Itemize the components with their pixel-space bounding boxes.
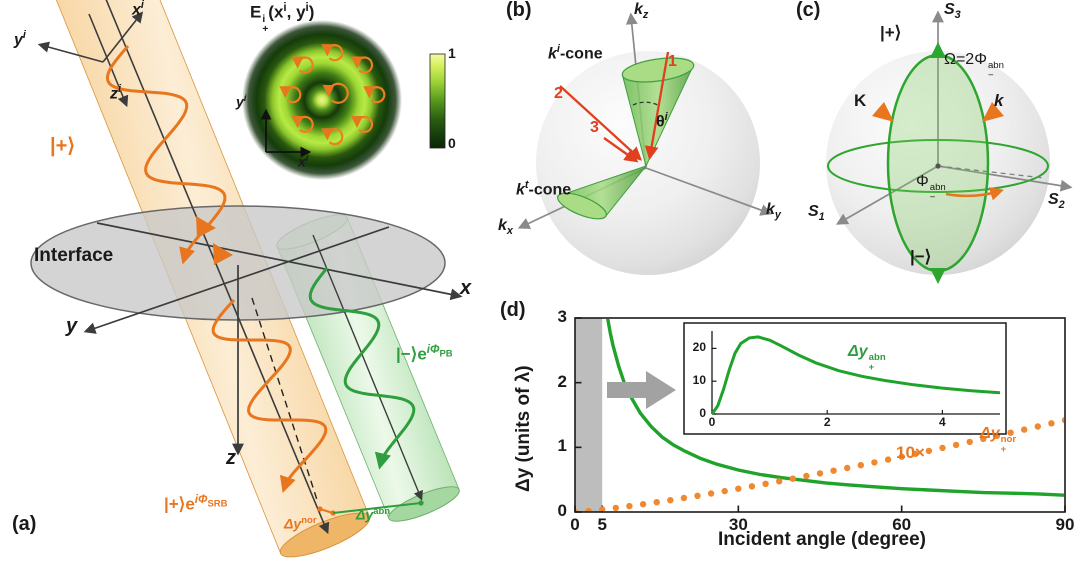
- spin-arrow-2: [213, 243, 233, 265]
- data-dot: [871, 459, 878, 466]
- dy-abn-dot: [418, 500, 424, 506]
- x-axis-arrow: [96, 222, 463, 301]
- circular-arrow: [291, 115, 314, 133]
- data-dot: [576, 508, 579, 511]
- data-dot: [857, 462, 864, 469]
- k-marker: [982, 102, 1004, 122]
- dy-nor-dot-1: [317, 506, 323, 512]
- circular-arrow: [363, 86, 386, 104]
- equator-rotation-arrow: [945, 187, 1004, 201]
- data-dot: [1034, 423, 1042, 430]
- panel-b-graphics: [517, 12, 773, 275]
- abn-shift-curve: [606, 319, 1064, 497]
- circular-arrow: [350, 115, 374, 133]
- panel-c-graphics: [826, 10, 1073, 284]
- data-dot: [599, 506, 606, 511]
- data-dot: [816, 470, 824, 477]
- data-dot: [707, 490, 715, 497]
- equator-circle: [827, 139, 1049, 193]
- data-dot: [694, 492, 701, 499]
- spin-arrow-1: [196, 216, 216, 238]
- data-dot: [748, 483, 756, 490]
- data-dot: [612, 504, 619, 511]
- data-dot: [980, 435, 987, 443]
- data-dot: [952, 441, 960, 449]
- kt-cone-base: [557, 192, 607, 220]
- data-dot: [1007, 429, 1014, 436]
- data-dot: [776, 478, 783, 485]
- yi-axis-arrow: [37, 41, 104, 63]
- circular-arrow: [322, 82, 349, 104]
- s1-axis: [835, 165, 939, 225]
- plot-frame: [574, 317, 1066, 513]
- k-arrow-2: [559, 85, 643, 161]
- data-dot: [803, 472, 810, 480]
- data-dot: [667, 497, 674, 504]
- data-dot: [1048, 420, 1055, 427]
- data-dot: [585, 507, 592, 511]
- K-marker: [872, 102, 894, 122]
- data-dot: [1061, 417, 1064, 424]
- data-dot: [925, 447, 933, 455]
- green-helix: [308, 267, 416, 470]
- k-arrow-3: [603, 137, 639, 163]
- dy-abn-segment: [332, 502, 422, 514]
- ki-cone-base: [621, 57, 695, 83]
- plus-pole-marker: [930, 42, 946, 58]
- circular-arrow: [350, 56, 374, 74]
- incident-helix: [105, 45, 227, 265]
- circular-arrow: [321, 128, 344, 146]
- circular-arrow: [321, 44, 344, 62]
- ky-axis: [645, 167, 773, 216]
- data-dot: [626, 502, 633, 510]
- nor-shift-dotted-curve: [576, 417, 1064, 511]
- data-dot: [653, 499, 660, 506]
- shaded-angle-band: [575, 318, 603, 512]
- data-dot: [762, 480, 769, 487]
- circular-polarization-arrows: [279, 44, 386, 146]
- data-dot: [680, 494, 688, 502]
- data-dot: [898, 453, 905, 460]
- panel-a-graphics: [30, 0, 463, 558]
- data-dot: [1020, 426, 1028, 433]
- s2-axis: [937, 165, 1073, 192]
- circular-arrow: [291, 56, 314, 74]
- data-dot: [844, 464, 851, 472]
- circular-arrow: [279, 86, 302, 104]
- panel-d-graphics: [574, 317, 1066, 513]
- data-dot: [735, 485, 742, 492]
- inset-box: [683, 322, 1007, 435]
- incident-beam-axis: [105, 0, 330, 535]
- polarization-loop: [886, 53, 990, 273]
- minus-pole-marker: [930, 268, 946, 284]
- field-intensity-glow: [242, 20, 402, 180]
- zoom-arrow: [607, 371, 676, 409]
- data-dot: [966, 438, 973, 446]
- k-sphere: [536, 51, 760, 275]
- sphere-center-dot: [935, 163, 941, 169]
- xi-axis-arrow: [102, 11, 144, 63]
- data-dot: [721, 487, 728, 495]
- data-dot: [639, 501, 647, 508]
- inset-abn-curve: [710, 335, 1001, 415]
- data-dot: [912, 450, 919, 457]
- refracted-helix: [211, 298, 328, 494]
- data-dot: [884, 456, 892, 463]
- data-dot: [789, 475, 796, 482]
- colorbar: [429, 53, 446, 149]
- green-beam-axis: [312, 234, 423, 501]
- k-arrow-1: [644, 51, 670, 161]
- data-dot: [939, 444, 946, 452]
- data-dot: [830, 467, 837, 474]
- theta-arc: [632, 101, 661, 107]
